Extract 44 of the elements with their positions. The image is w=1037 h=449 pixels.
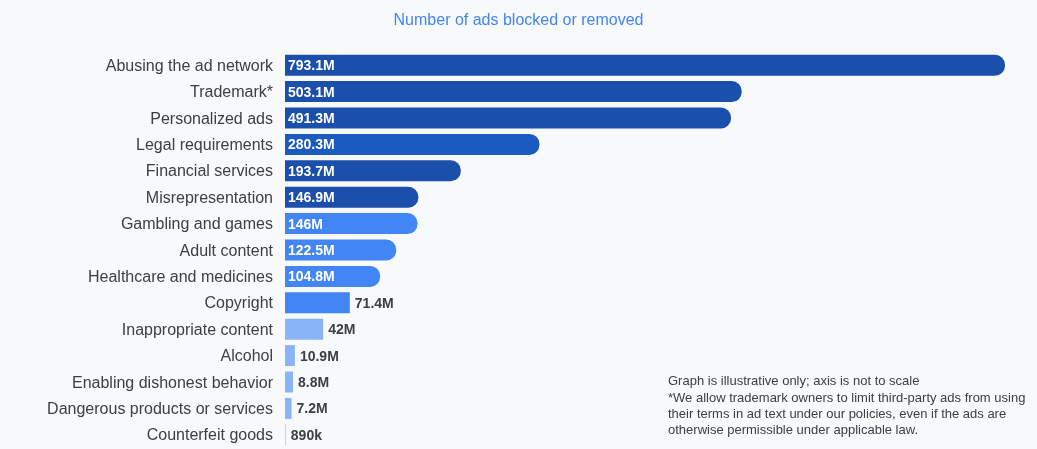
bar <box>285 160 461 182</box>
data-label: 8.8M <box>297 374 330 390</box>
y-tick-label: Legal requirements <box>136 135 273 153</box>
data-label: 122.5M <box>288 242 335 258</box>
bar <box>285 133 540 155</box>
y-tick-label: Trademark* <box>190 83 273 101</box>
data-label: 146M <box>288 215 324 232</box>
data-label: 104.8M <box>288 268 335 285</box>
y-tick-label: Abusing the ad network <box>105 56 274 74</box>
y-tick-label: Personalized ads <box>150 109 273 127</box>
data-label: 10.9M <box>299 347 339 364</box>
annotation: Graph is illustrative only; axis is not to scale <box>668 372 920 388</box>
y-tick-label: Alcohol <box>220 347 273 365</box>
y-tick-label: Adult content <box>179 241 274 259</box>
bar <box>285 81 742 103</box>
data-label: 42M <box>328 321 356 338</box>
data-label: 793.1M <box>288 57 335 74</box>
bar <box>285 397 292 419</box>
data-label: 146.9M <box>288 189 335 206</box>
data-label: 193.7M <box>288 162 335 179</box>
y-tick-label: Inappropriate content <box>121 320 274 338</box>
y-tick-label: Enabling dishonest behavior <box>71 373 274 391</box>
chart-title: Number of ads blocked or removed <box>393 10 644 28</box>
data-label: 890k <box>290 426 323 443</box>
bar <box>285 371 293 393</box>
data-label: 71.4M <box>354 294 394 311</box>
y-tick-label: Misrepresentation <box>145 188 273 206</box>
y-tick-label: Financial services <box>145 162 273 180</box>
data-label: 280.3M <box>288 136 335 153</box>
y-tick-label: Healthcare and medicines <box>88 267 273 285</box>
y-tick-label: Gambling and games <box>120 215 273 233</box>
data-label: 491.3M <box>288 110 335 126</box>
bar <box>285 213 418 235</box>
y-tick-label: Counterfeit goods <box>146 426 273 444</box>
bar <box>285 107 732 129</box>
y-tick-label: Copyright <box>204 294 274 312</box>
annotation: *We allow trademark owners to limit third-party ads from using their terms in ad text under our policies, even if the ads are otherwise permissible under applicable law. <box>668 389 1029 437</box>
data-label: 503.1M <box>288 83 335 100</box>
bar <box>285 318 324 340</box>
data-label: 7.2M <box>296 400 328 417</box>
bar <box>285 345 295 367</box>
bar <box>285 54 1005 76</box>
bar <box>285 292 350 314</box>
y-tick-label: Dangerous products or services <box>47 399 273 417</box>
